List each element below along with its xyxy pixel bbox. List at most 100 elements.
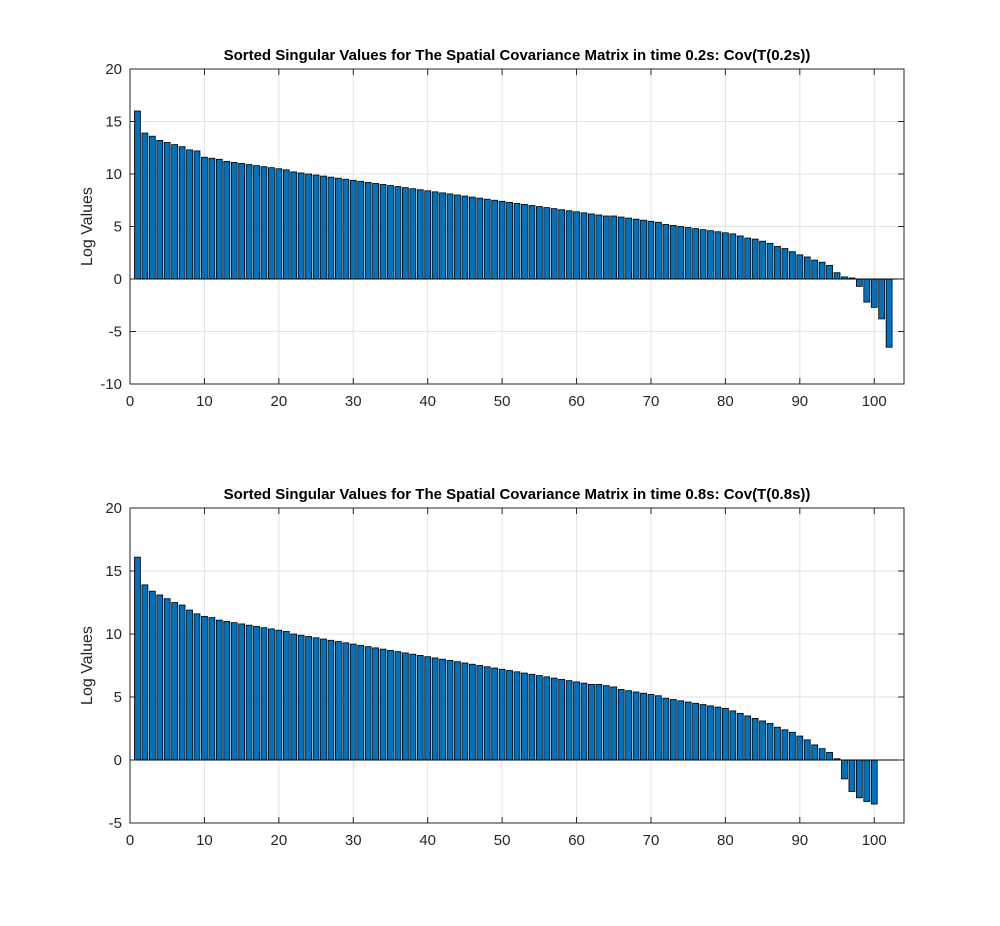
bar	[580, 212, 588, 280]
bar	[729, 233, 737, 280]
bar	[744, 237, 752, 280]
bar	[245, 164, 253, 280]
bar	[275, 629, 283, 761]
bar	[647, 220, 655, 280]
bar	[394, 651, 402, 761]
y-tick-label: 5	[114, 689, 122, 706]
bar	[677, 700, 685, 761]
bar	[498, 200, 506, 280]
bar	[193, 613, 201, 761]
y-tick-label: 20	[105, 61, 122, 78]
bar	[387, 185, 394, 280]
bar	[342, 178, 350, 280]
x-tick-label: 100	[862, 393, 887, 410]
x-tick-label: 70	[643, 832, 660, 849]
bar	[841, 759, 848, 780]
bar	[595, 684, 603, 761]
bar	[223, 621, 231, 761]
bar	[818, 748, 826, 761]
bar	[163, 142, 171, 280]
bar	[230, 622, 238, 761]
y-tick-label: -5	[109, 815, 122, 832]
bar	[751, 238, 759, 280]
bar	[550, 677, 558, 761]
bar	[655, 221, 662, 280]
bar	[744, 715, 752, 761]
bar	[811, 744, 819, 761]
bar	[312, 174, 320, 280]
x-tick-label: 70	[643, 393, 660, 410]
bar	[669, 225, 677, 280]
bar	[335, 641, 342, 761]
bar	[640, 219, 647, 280]
bar	[826, 264, 833, 280]
bar	[357, 644, 365, 761]
bar	[543, 676, 551, 761]
bar	[535, 675, 543, 761]
bar	[610, 215, 618, 280]
bar	[788, 251, 796, 280]
bar	[163, 598, 171, 761]
axes	[129, 68, 905, 385]
bar	[282, 631, 290, 761]
bar	[714, 231, 722, 280]
bar	[327, 176, 335, 280]
bar	[171, 144, 179, 280]
x-tick-label: 100	[862, 832, 887, 849]
bar	[588, 684, 595, 761]
bar	[476, 197, 484, 280]
bar	[699, 704, 707, 761]
bar	[253, 626, 260, 761]
axes	[129, 507, 905, 824]
bar	[602, 685, 610, 761]
bar	[707, 705, 714, 761]
bar	[558, 209, 566, 280]
bar	[394, 186, 402, 280]
bar	[215, 158, 223, 280]
y-tick-label: -10	[100, 376, 122, 393]
bar	[335, 177, 342, 280]
bar	[506, 670, 513, 761]
bar	[707, 230, 714, 280]
x-tick-label: 20	[271, 832, 288, 849]
bar	[863, 278, 871, 303]
chart-bottom: Sorted Singular Values for The Spatial C…	[79, 486, 905, 849]
x-tick-label: 90	[791, 393, 808, 410]
x-tick-label: 60	[568, 393, 585, 410]
bar	[714, 706, 722, 761]
bar	[632, 218, 640, 280]
bar	[372, 183, 379, 280]
bar	[215, 619, 223, 761]
bar	[885, 278, 893, 348]
bar	[498, 668, 506, 761]
bar	[848, 759, 856, 792]
bar	[186, 149, 193, 280]
bar	[424, 656, 432, 761]
y-tick-label: 15	[105, 114, 122, 131]
bar	[439, 192, 446, 280]
y-axis-label: Log Values	[79, 626, 96, 705]
bar	[364, 181, 372, 280]
bar	[677, 226, 685, 280]
x-tick-label: 80	[717, 393, 734, 410]
bar	[684, 227, 692, 280]
bar	[156, 594, 164, 761]
bar	[788, 731, 796, 761]
bar	[416, 655, 424, 761]
bar	[736, 712, 744, 761]
bar	[736, 235, 744, 280]
bar	[729, 710, 737, 761]
bar	[468, 196, 476, 280]
bar	[238, 623, 246, 761]
bar	[327, 639, 335, 761]
bar	[662, 697, 670, 761]
bar	[476, 665, 484, 761]
bar	[781, 729, 789, 761]
bar	[558, 678, 566, 761]
bar	[796, 735, 804, 761]
bar	[826, 752, 833, 761]
bar	[565, 210, 573, 280]
bar	[699, 229, 707, 280]
bar	[617, 689, 625, 761]
